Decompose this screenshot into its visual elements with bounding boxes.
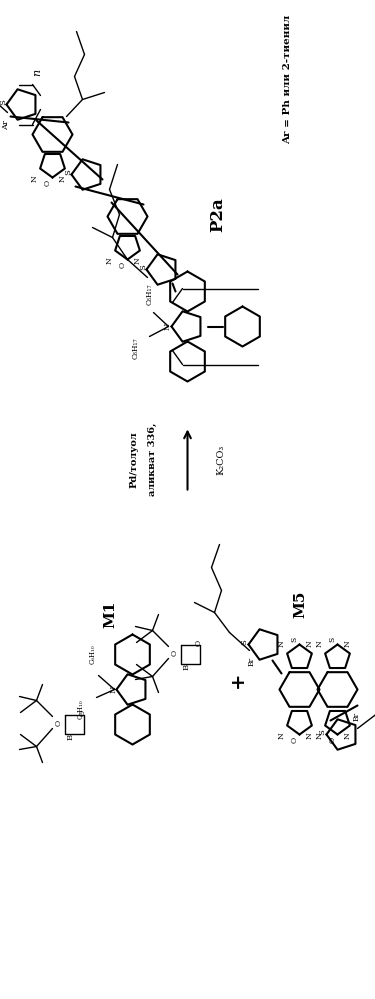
Text: S: S	[64, 170, 72, 176]
Text: N: N	[30, 175, 39, 182]
Text: O: O	[291, 736, 298, 742]
Text: Br: Br	[352, 712, 360, 721]
Text: O: O	[328, 736, 336, 742]
Text: N: N	[315, 640, 324, 647]
Text: N: N	[105, 257, 114, 264]
Text: O: O	[54, 719, 63, 725]
Text: N: N	[278, 732, 285, 739]
Text: B: B	[66, 733, 75, 739]
Text: O: O	[44, 180, 51, 186]
Text: S: S	[0, 100, 8, 106]
Text: S: S	[318, 729, 327, 735]
Text: P2a: P2a	[209, 197, 226, 232]
Text: M1: M1	[104, 600, 117, 628]
Text: Ar = Ph или 2-тиенил: Ar = Ph или 2-тиенил	[283, 15, 292, 144]
Text: N: N	[278, 640, 285, 647]
Text: Pd/толуол: Pd/толуол	[130, 432, 139, 488]
Text: C₆H₁₀: C₆H₁₀	[88, 644, 96, 664]
Text: S: S	[328, 637, 336, 642]
Text: O: O	[195, 639, 202, 645]
Text: K₂CO₃: K₂CO₃	[216, 445, 225, 475]
Text: n: n	[33, 69, 42, 76]
Text: O: O	[78, 709, 87, 715]
Text: O: O	[118, 262, 126, 268]
Text: S: S	[291, 637, 298, 642]
Text: N: N	[315, 732, 324, 739]
Text: C₈H₁₇: C₈H₁₇	[132, 338, 140, 360]
Text: S: S	[140, 265, 147, 271]
Text: C₆H₁₀: C₆H₁₀	[76, 699, 84, 719]
Text: N: N	[306, 732, 314, 739]
Text: аликват 336,: аликват 336,	[148, 423, 157, 497]
Text: S: S	[240, 639, 249, 645]
Text: Ar: Ar	[3, 120, 10, 130]
Text: N: N	[306, 640, 314, 647]
Text: M5: M5	[294, 590, 308, 618]
Text: N: N	[344, 732, 351, 739]
Text: Br: Br	[248, 657, 255, 666]
Text: N: N	[344, 640, 351, 647]
Text: N: N	[134, 257, 141, 264]
Text: B: B	[183, 663, 190, 669]
Text: N: N	[58, 175, 66, 182]
Text: +: +	[228, 671, 246, 687]
Text: N: N	[164, 323, 171, 331]
Text: N: N	[110, 685, 117, 693]
Text: C₈H₁₇: C₈H₁₇	[146, 284, 153, 306]
Text: O: O	[171, 649, 178, 655]
